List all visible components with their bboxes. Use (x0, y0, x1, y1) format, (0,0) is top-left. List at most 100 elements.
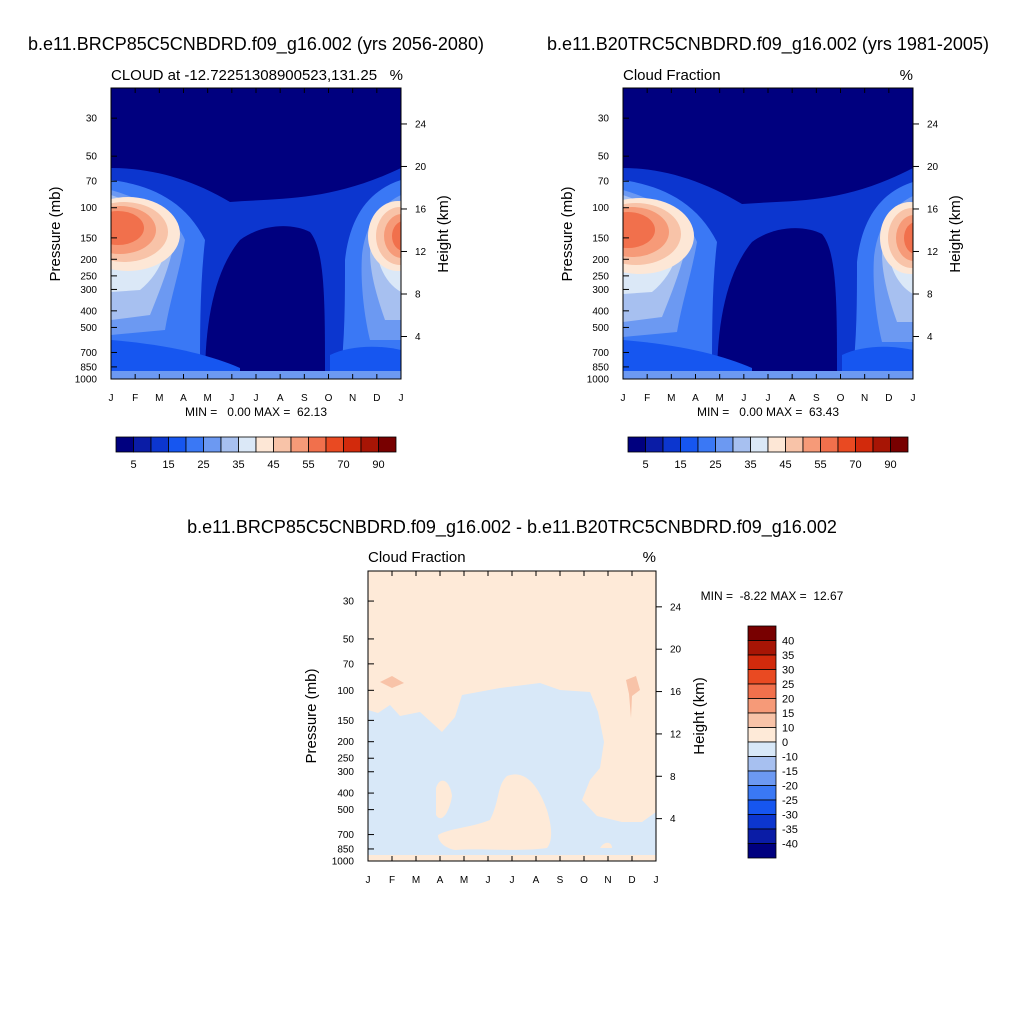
pressure-tick-label: 100 (337, 686, 354, 697)
diff-contour-band (436, 780, 452, 819)
colorbar-swatch (747, 654, 777, 670)
colorbar-label: 20 (782, 694, 794, 706)
left-contour-band (392, 221, 401, 251)
right-contour-band (842, 346, 913, 379)
month-tick-label: S (301, 393, 308, 404)
colorbar-swatch (820, 436, 839, 453)
colorbar-swatch (747, 828, 777, 844)
right-contour-fills (623, 168, 913, 379)
pressure-tick-label: 700 (337, 830, 354, 841)
height-tick-label: 12 (670, 729, 682, 740)
colorbar-swatch (802, 436, 821, 453)
colorbar-label: 15 (162, 459, 174, 471)
left-contour-fills (111, 168, 401, 379)
month-tick-label: M (203, 393, 211, 404)
height-tick-label: 20 (927, 162, 939, 173)
colorbar-label: 0 (782, 737, 788, 749)
month-tick-label: O (580, 875, 588, 886)
colorbar-label: 35 (744, 459, 756, 471)
pressure-tick-label: 70 (86, 177, 98, 188)
colorbar-swatch (273, 436, 292, 453)
colorbar-swatch (747, 727, 777, 743)
pressure-tick-label: 1000 (332, 857, 355, 868)
pressure-tick-label: 850 (337, 844, 354, 855)
colorbar-swatch (747, 814, 777, 830)
month-tick-label: J (766, 393, 771, 404)
colorbar-swatch (627, 436, 646, 453)
colorbar-label: -30 (782, 810, 798, 822)
pressure-tick-label: 1000 (75, 375, 98, 386)
colorbar-swatch (133, 436, 152, 453)
pressure-tick-label: 400 (80, 306, 97, 317)
month-tick-label: O (837, 393, 845, 404)
colorbar-swatch (343, 436, 362, 453)
pressure-tick-label: 700 (592, 348, 609, 359)
month-tick-label: D (885, 393, 892, 404)
colorbar-label: 5 (642, 459, 648, 471)
colorbar-swatch (185, 436, 204, 453)
right-colorbar: 5 15 25 35 45 55 70 90 (627, 436, 909, 471)
colorbar-label: 70 (849, 459, 861, 471)
right-contour-band (623, 212, 655, 248)
colorbar-swatch (750, 436, 769, 453)
diff-main-title: b.e11.BRCP85C5CNBDRD.f09_g16.002 - b.e11… (187, 517, 837, 538)
pressure-tick-label: 500 (337, 805, 354, 816)
colorbar-swatch (747, 843, 777, 859)
left-units-label: % (390, 67, 403, 84)
colorbar-label: -20 (782, 781, 798, 793)
colorbar-label: 35 (232, 459, 244, 471)
diff-colorbar: 40 35 30 25 20 15 10 0 -10 -15 -20 -25 -30 -35 -40 (747, 625, 798, 859)
colorbar-swatch (837, 436, 856, 453)
month-tick-label: M (460, 875, 468, 886)
height-tick-label: 4 (927, 332, 933, 343)
colorbar-label: 5 (130, 459, 136, 471)
pressure-tick-label: 300 (80, 285, 97, 296)
left-contour-band (111, 340, 240, 379)
colorbar-swatch (697, 436, 716, 453)
left-colorbar: 5 15 25 35 45 55 70 90 (115, 436, 397, 471)
pressure-tick-label: 250 (337, 754, 354, 765)
height-tick-label: 24 (670, 602, 682, 613)
height-tick-label: 24 (927, 119, 939, 130)
pressure-tick-label: 850 (80, 362, 97, 373)
colorbar-swatch (290, 436, 309, 453)
month-tick-label: F (389, 875, 395, 886)
height-tick-label: 16 (415, 204, 427, 215)
left-height-axis: 24 20 16 12 8 4 (401, 119, 427, 343)
pressure-tick-label: 50 (598, 152, 610, 163)
right-units-label: % (900, 67, 913, 84)
right-height-axis: 24 20 16 12 8 4 (913, 119, 939, 343)
right-y-axis: 30 50 70 100 150 200 250 300 400 500 700 850 1000 (587, 114, 629, 386)
diff-units-label: % (643, 549, 656, 566)
colorbar-label: 10 (782, 723, 794, 735)
pressure-tick-label: 150 (80, 233, 97, 244)
right-y2-axis-title: Height (km) (947, 195, 964, 273)
colorbar-label: 90 (884, 459, 896, 471)
diff-y-axis: 30 50 70 100 150 200 250 300 400 500 700 850 1000 (332, 597, 374, 868)
pressure-tick-label: 100 (592, 203, 609, 214)
month-tick-label: O (325, 393, 333, 404)
height-tick-label: 12 (927, 247, 939, 258)
colorbar-swatch (150, 436, 169, 453)
left-contour-band (111, 211, 144, 245)
colorbar-label: 40 (782, 636, 794, 648)
colorbar-label: 25 (709, 459, 721, 471)
colorbar-label: 25 (197, 459, 209, 471)
right-contour-band (717, 228, 837, 379)
colorbar-swatch (325, 436, 344, 453)
month-tick-label: A (437, 875, 444, 886)
month-tick-label: A (692, 393, 699, 404)
month-tick-label: A (789, 393, 796, 404)
height-tick-label: 24 (415, 119, 427, 130)
height-tick-label: 4 (670, 814, 676, 825)
pressure-tick-label: 700 (80, 348, 97, 359)
height-tick-label: 20 (670, 645, 682, 656)
colorbar-swatch (220, 436, 239, 453)
colorbar-label: -35 (782, 824, 798, 836)
pressure-tick-label: 500 (80, 323, 97, 334)
month-tick-label: J (911, 393, 916, 404)
pressure-tick-label: 200 (337, 737, 354, 748)
month-tick-label: D (373, 393, 380, 404)
colorbar-swatch (168, 436, 187, 453)
diff-contour-panel: Cloud Fraction % 30507010015020025030040… (303, 549, 844, 886)
